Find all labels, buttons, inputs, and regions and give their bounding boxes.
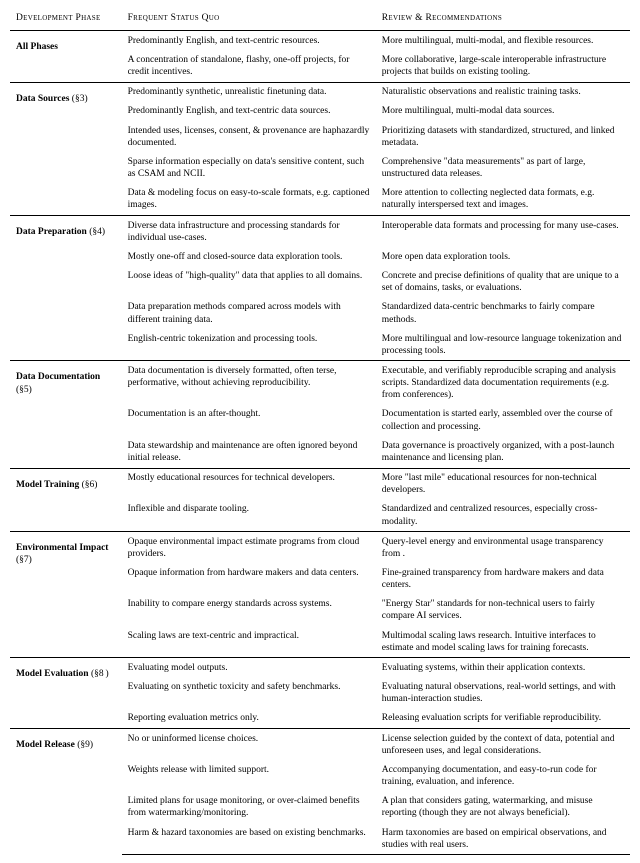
- recommendation-cell: Standardized and centralized resources, …: [376, 500, 630, 532]
- table-row: Environmental Impact (§7) Opaque environm…: [10, 532, 630, 564]
- recommendation-cell: Documentation is started early, assemble…: [376, 405, 630, 436]
- status-cell: Opaque information from hardware makers …: [122, 564, 376, 595]
- table-row: Data Documentation (§5) Data documentatio…: [10, 361, 630, 405]
- phase-cell: Model Evaluation (§8 ): [10, 658, 122, 729]
- recommendation-cell: Comprehensive "data measurements" as par…: [376, 152, 630, 183]
- phase-label: Environmental Impact: [16, 543, 108, 553]
- table-row: Model Evaluation (§8 ) Evaluating model o…: [10, 658, 630, 678]
- status-cell: Data stewardship and maintenance are oft…: [122, 436, 376, 468]
- phase-cell: Data Sources (§3): [10, 82, 122, 215]
- table-row: Model Release (§9) No or uninformed licen…: [10, 729, 630, 761]
- status-cell: Predominantly English, and text-centric …: [122, 102, 376, 121]
- recommendation-cell: Releasing evaluation scripts for verifia…: [376, 709, 630, 729]
- phase-cell: Environmental Impact (§7): [10, 532, 122, 658]
- status-cell: Limited plans for usage monitoring, or o…: [122, 792, 376, 823]
- phase-label: Model Training: [16, 480, 79, 490]
- recommendation-cell: License selection guided by the context …: [376, 729, 630, 761]
- status-cell: Documentation is an after-thought.: [122, 405, 376, 436]
- section-ref: (§8 ): [89, 669, 109, 679]
- recommendation-cell: More open data exploration tools.: [376, 247, 630, 266]
- recommendation-cell: Evaluating natural observations, real-wo…: [376, 678, 630, 709]
- recommendation-cell: More multilingual, multi-modal data sour…: [376, 102, 630, 121]
- phase-label: Data Sources: [16, 94, 69, 104]
- phase-label: Data Preparation: [16, 227, 87, 237]
- phase-cell: Model Training (§6): [10, 468, 122, 532]
- recommendation-cell: More attention to collecting neglected d…: [376, 184, 630, 216]
- table-row: Model Training (§6) Mostly educational re…: [10, 468, 630, 500]
- recommendation-cell: Interoperable data formats and processin…: [376, 216, 630, 248]
- status-cell: English-centric tokenization and process…: [122, 329, 376, 361]
- recommendation-cell: Query-level energy and environmental usa…: [376, 532, 630, 564]
- status-cell: Scaling laws are text-centric and imprac…: [122, 626, 376, 658]
- status-cell: No or uninformed license choices.: [122, 729, 376, 761]
- status-cell: Mostly educational resources for technic…: [122, 468, 376, 500]
- status-cell: Predominantly synthetic, unrealistic fin…: [122, 82, 376, 102]
- status-cell: Evaluating on synthetic toxicity and saf…: [122, 678, 376, 709]
- phase-label: Model Release: [16, 740, 75, 750]
- header-recs: Review & Recommendations: [376, 8, 630, 31]
- section-ref: (§4): [87, 227, 105, 237]
- table-row: Data Sources (§3) Predominantly synthetic…: [10, 82, 630, 102]
- recommendation-cell: More "last mile" educational resources f…: [376, 468, 630, 500]
- section-ref: (§9): [75, 740, 93, 750]
- phase-label: Model Evaluation: [16, 669, 89, 679]
- recommendation-cell: "Energy Star" standards for non-technica…: [376, 595, 630, 626]
- status-cell: Mostly one-off and closed-source data ex…: [122, 247, 376, 266]
- status-cell: A concentration of standalone, flashy, o…: [122, 51, 376, 83]
- header-row: Development Phase Frequent Status Quo Re…: [10, 8, 630, 31]
- recommendation-cell: Multimodal scaling laws research. Intuit…: [376, 626, 630, 658]
- recommendation-cell: Naturalistic observations and realistic …: [376, 82, 630, 102]
- recommendations-table: Development Phase Frequent Status Quo Re…: [10, 8, 630, 855]
- status-cell: Sparse information especially on data's …: [122, 152, 376, 183]
- section-ref: (§6): [79, 480, 97, 490]
- status-cell: Reporting evaluation metrics only.: [122, 709, 376, 729]
- recommendation-cell: A plan that considers gating, watermarki…: [376, 792, 630, 823]
- status-cell: Inability to compare energy standards ac…: [122, 595, 376, 626]
- status-cell: Weights release with limited support.: [122, 760, 376, 791]
- table-row: All Phases Predominantly English, and tex…: [10, 31, 630, 51]
- header-status: Frequent Status Quo: [122, 8, 376, 31]
- table-row: Data Preparation (§4) Diverse data infras…: [10, 216, 630, 248]
- table-body: All Phases Predominantly English, and tex…: [10, 31, 630, 855]
- recommendation-cell: Harm taxonomies are based on empirical o…: [376, 823, 630, 855]
- status-cell: Opaque environmental impact estimate pro…: [122, 532, 376, 564]
- recommendation-cell: Evaluating systems, within their applica…: [376, 658, 630, 678]
- recommendation-cell: Concrete and precise definitions of qual…: [376, 267, 630, 298]
- phase-cell: Model Release (§9): [10, 729, 122, 855]
- status-cell: Data & modeling focus on easy-to-scale f…: [122, 184, 376, 216]
- section-ref: (§5): [16, 385, 32, 395]
- recommendation-cell: More multilingual and low-resource langu…: [376, 329, 630, 361]
- recommendation-cell: More collaborative, large-scale interope…: [376, 51, 630, 83]
- recommendation-cell: Prioritizing datasets with standardized,…: [376, 121, 630, 152]
- recommendation-cell: Data governance is proactively organized…: [376, 436, 630, 468]
- phase-cell: All Phases: [10, 31, 122, 82]
- section-ref: (§3): [69, 94, 87, 104]
- phase-label: All Phases: [16, 42, 58, 52]
- status-cell: Loose ideas of "high-quality" data that …: [122, 267, 376, 298]
- status-cell: Data documentation is diversely formatte…: [122, 361, 376, 405]
- recommendation-cell: Standardized data-centric benchmarks to …: [376, 298, 630, 329]
- recommendation-cell: More multilingual, multi-modal, and flex…: [376, 31, 630, 51]
- status-cell: Diverse data infrastructure and processi…: [122, 216, 376, 248]
- phase-cell: Data Documentation (§5): [10, 361, 122, 468]
- phase-label: Data Documentation: [16, 372, 100, 382]
- recommendation-cell: Accompanying documentation, and easy-to-…: [376, 760, 630, 791]
- phase-cell: Data Preparation (§4): [10, 216, 122, 361]
- recommendation-cell: Fine-grained transparency from hardware …: [376, 564, 630, 595]
- section-ref: (§7): [16, 555, 32, 565]
- header-phase: Development Phase: [10, 8, 122, 31]
- status-cell: Inflexible and disparate tooling.: [122, 500, 376, 532]
- status-cell: Predominantly English, and text-centric …: [122, 31, 376, 51]
- status-cell: Data preparation methods compared across…: [122, 298, 376, 329]
- recommendation-cell: Executable, and verifiably reproducible …: [376, 361, 630, 405]
- status-cell: Intended uses, licenses, consent, & prov…: [122, 121, 376, 152]
- status-cell: Harm & hazard taxonomies are based on ex…: [122, 823, 376, 855]
- status-cell: Evaluating model outputs.: [122, 658, 376, 678]
